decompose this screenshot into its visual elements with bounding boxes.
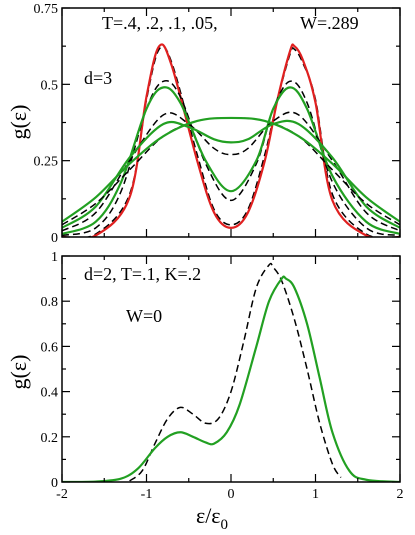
bottom-annotation-params: d=2, T=.1, K=.2 [84, 264, 201, 284]
bottom-series-1-line [62, 275, 400, 482]
top-y-tick-label: 0.75 [34, 2, 59, 17]
top-annotation-temps: T=.4, .2, .1, .05, [102, 13, 218, 33]
x-axis-label-main: ε/ε [196, 503, 221, 528]
bottom-y-tick-label: 1 [51, 250, 58, 265]
bottom-x-tick-label: 0 [228, 487, 235, 502]
bottom-x-axis-label: ε/ε0 [196, 503, 228, 533]
top-annotation-w: W=.289 [300, 13, 359, 33]
top-series-2-line [62, 80, 400, 237]
top-series-1-line [62, 43, 400, 237]
bottom-y-tick-label: 0 [51, 476, 58, 491]
bottom-series-0-line [129, 262, 342, 482]
bottom-x-tick-label: 2 [397, 487, 404, 502]
bottom-ticks-group: 0 0.2 0.4 0.6 0.8 1 -2 -1 0 1 2 [41, 250, 404, 502]
bottom-series-group [62, 262, 400, 482]
bottom-y-tick-label: 0.6 [41, 340, 59, 355]
bottom-plot-frame [61, 255, 401, 483]
bottom-y-tick-label: 0.8 [41, 295, 59, 310]
bottom-chart: 0 0.2 0.4 0.6 0.8 1 -2 -1 0 1 2 d=2, T=.1, K=.2 W=… [6, 250, 404, 533]
bottom-x-tick-label: -2 [56, 487, 68, 502]
bottom-x-tick-label: -1 [141, 487, 153, 502]
top-y-axis-label: g(ε) [6, 105, 31, 140]
bottom-annotation-w: W=0 [126, 306, 162, 326]
top-series-5-line [62, 119, 400, 229]
top-series-7-line [62, 116, 400, 223]
top-series-4-line [62, 111, 400, 232]
top-series-3-line [62, 86, 400, 236]
top-ticks-group: 0 0.25 0.5 0.75 [34, 2, 401, 246]
top-plot-frame [61, 7, 401, 238]
top-annotation-d: d=3 [84, 68, 112, 88]
bottom-y-tick-label: 0.4 [41, 386, 59, 401]
top-y-tick-label: 0.25 [34, 155, 59, 170]
top-series-group [62, 43, 400, 237]
top-y-tick-label: 0.5 [41, 78, 59, 93]
bottom-x-tick-label: 1 [312, 487, 319, 502]
top-y-tick-label: 0 [51, 231, 58, 246]
bottom-y-axis-label: g(ε) [6, 355, 31, 390]
x-axis-label-subscript: 0 [221, 517, 229, 533]
top-chart: 0 0.25 0.5 0.75 T=.4, .2, .1, .05, W=.289 d… [6, 2, 401, 246]
bottom-y-tick-label: 0.2 [41, 431, 59, 446]
